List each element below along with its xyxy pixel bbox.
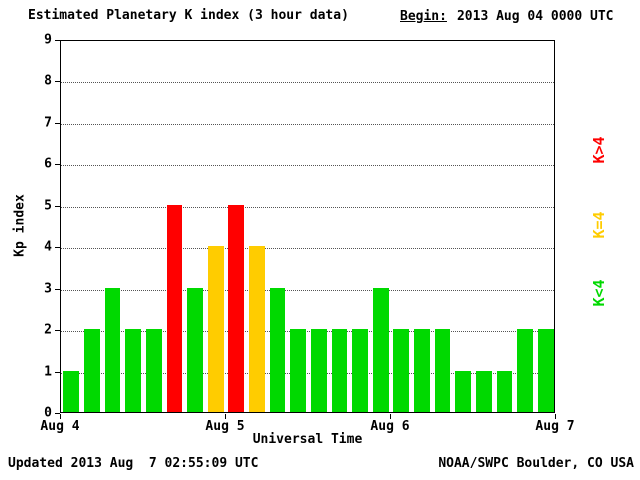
x-tick-mark — [225, 414, 226, 419]
gridline — [61, 165, 554, 167]
kp-bar — [434, 329, 451, 412]
kp-bar — [331, 329, 348, 412]
x-tick-mark — [555, 414, 556, 419]
kp-bar — [290, 329, 307, 412]
kp-bar — [372, 287, 389, 412]
kp-bar — [187, 287, 203, 412]
y-tick-mark — [55, 371, 60, 373]
gridline — [61, 248, 554, 250]
kp-bar — [269, 287, 286, 412]
kp-bar — [84, 329, 100, 412]
gridline — [61, 289, 554, 291]
y-tick-mark — [55, 413, 60, 414]
y-tick-label: 3 — [44, 281, 52, 297]
x-tick-mark — [60, 414, 61, 419]
gridline — [61, 331, 554, 333]
legend-item: K=4 — [590, 211, 608, 239]
updated-text: Updated 2013 Aug 7 02:55:09 UTC — [8, 456, 259, 471]
source-text: NOAA/SWPC Boulder, CO USA — [438, 456, 634, 471]
x-tick-label: Aug 5 — [205, 419, 245, 434]
kp-bar — [63, 370, 80, 412]
x-tick-label: Aug 6 — [370, 419, 410, 434]
kp-bar — [166, 204, 183, 412]
y-tick-label: 8 — [44, 73, 52, 89]
gridline — [61, 206, 554, 208]
begin-group: Begin: 2013 Aug 04 0000 UTC — [400, 9, 614, 24]
kp-bar — [352, 329, 368, 412]
kp-bar — [475, 370, 492, 412]
kp-bar — [207, 246, 224, 412]
y-axis-title: Kp index — [12, 194, 28, 257]
kp-bar — [249, 246, 265, 412]
x-tick-label: Aug 4 — [40, 419, 80, 434]
y-tick-label: 1 — [44, 364, 52, 380]
y-tick-label: 4 — [44, 239, 52, 255]
begin-label: Begin: — [400, 9, 447, 24]
kp-bar — [517, 329, 533, 412]
y-tick-mark — [55, 122, 60, 124]
x-tick-mark — [390, 414, 391, 419]
kp-bar — [310, 329, 327, 412]
y-tick-label: 2 — [44, 322, 52, 338]
kp-bar — [145, 329, 162, 412]
y-tick-mark — [55, 81, 60, 83]
kp-bar — [455, 370, 472, 412]
kp-bar — [104, 287, 121, 412]
y-tick-mark — [55, 288, 60, 290]
y-tick-mark — [55, 164, 60, 166]
kp-bar — [125, 329, 142, 412]
legend-item: K>4 — [590, 136, 608, 164]
kp-bar — [537, 329, 554, 412]
y-tick-label: 0 — [44, 405, 52, 421]
y-tick-label: 5 — [44, 198, 52, 214]
gridline — [61, 123, 554, 125]
chart-title: Estimated Planetary K index (3 hour data… — [28, 8, 349, 23]
y-tick-label: 9 — [44, 32, 52, 48]
x-axis-title: Universal Time — [252, 432, 363, 447]
gridline — [61, 82, 554, 84]
kp-bar — [496, 370, 513, 412]
y-tick-mark — [55, 205, 60, 207]
gridline — [61, 372, 554, 374]
kp-bar — [228, 204, 245, 412]
legend-item: K<4 — [590, 279, 608, 307]
x-tick-label: Aug 7 — [535, 419, 575, 434]
y-tick-label: 6 — [44, 156, 52, 172]
begin-value: 2013 Aug 04 0000 UTC — [456, 9, 614, 24]
y-tick-label: 7 — [44, 115, 52, 131]
kp-bar — [414, 329, 430, 412]
plot-area — [60, 40, 555, 413]
y-tick-mark — [55, 40, 60, 41]
kp-bar — [393, 329, 410, 412]
y-tick-mark — [55, 330, 60, 332]
y-tick-mark — [55, 247, 60, 249]
